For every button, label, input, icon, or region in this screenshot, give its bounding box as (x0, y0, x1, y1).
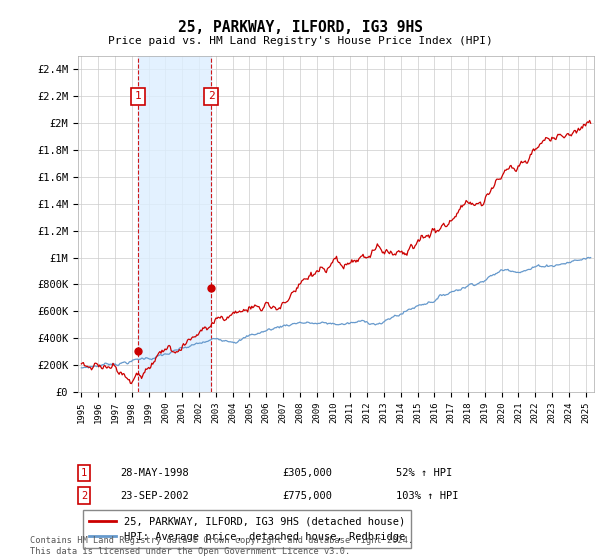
Text: 25, PARKWAY, ILFORD, IG3 9HS: 25, PARKWAY, ILFORD, IG3 9HS (178, 20, 422, 35)
Bar (138, 56, 211, 392)
Text: Contains HM Land Registry data © Crown copyright and database right 2024.
This d: Contains HM Land Registry data © Crown c… (30, 536, 413, 556)
Text: 1: 1 (135, 91, 142, 101)
Text: 1: 1 (81, 468, 87, 478)
Legend: 25, PARKWAY, ILFORD, IG3 9HS (detached house), HPI: Average price, detached hous: 25, PARKWAY, ILFORD, IG3 9HS (detached h… (83, 510, 412, 548)
Text: 103% ↑ HPI: 103% ↑ HPI (396, 491, 458, 501)
Text: 2: 2 (208, 91, 214, 101)
Text: 28-MAY-1998: 28-MAY-1998 (120, 468, 189, 478)
Text: 2: 2 (81, 491, 87, 501)
Text: Price paid vs. HM Land Registry's House Price Index (HPI): Price paid vs. HM Land Registry's House … (107, 36, 493, 46)
Text: £305,000: £305,000 (282, 468, 332, 478)
Text: 52% ↑ HPI: 52% ↑ HPI (396, 468, 452, 478)
Text: £775,000: £775,000 (282, 491, 332, 501)
Text: 23-SEP-2002: 23-SEP-2002 (120, 491, 189, 501)
